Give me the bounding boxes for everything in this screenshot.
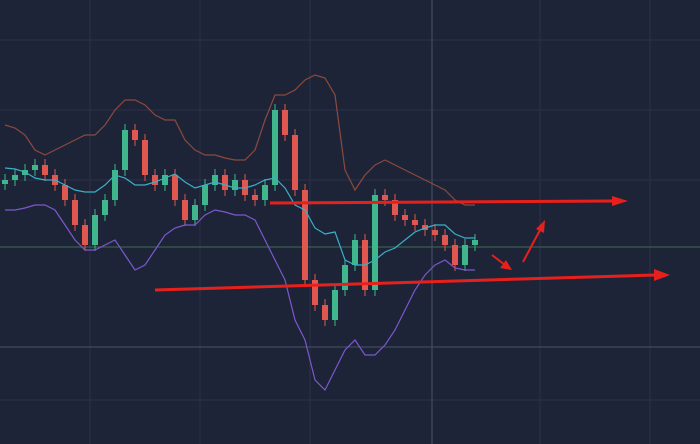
candle-body — [212, 175, 218, 185]
candle-body — [82, 225, 88, 245]
candle-body — [272, 110, 278, 185]
candle-body — [352, 240, 358, 265]
indicator-line — [4, 74, 475, 206]
candle-body — [152, 175, 158, 185]
candle-body — [462, 245, 468, 265]
candle-body — [102, 200, 108, 215]
indicator-line — [5, 204, 475, 392]
candle-body — [392, 200, 398, 215]
candle-body — [142, 140, 148, 175]
candle-body — [262, 185, 268, 200]
candle-body — [2, 180, 8, 184]
candle-body — [162, 175, 168, 185]
candle-body — [432, 230, 438, 235]
candle-body — [112, 170, 118, 200]
candle-body — [192, 205, 198, 220]
candle-body — [302, 190, 308, 280]
candle-body — [332, 290, 338, 320]
candle-body — [92, 215, 98, 245]
candle-body — [32, 165, 38, 170]
candle-body — [72, 200, 78, 225]
candle-body — [322, 305, 328, 320]
candle-body — [372, 195, 378, 290]
candle-body — [132, 130, 138, 140]
candle-body — [412, 220, 418, 225]
candle-body — [222, 175, 228, 190]
candle-body — [472, 240, 478, 245]
candle-body — [312, 280, 318, 305]
candle-body — [172, 175, 178, 200]
candle-body — [292, 135, 298, 190]
candle-body — [282, 110, 288, 135]
candle-body — [42, 165, 48, 175]
candle-body — [182, 200, 188, 220]
candle-body — [122, 130, 128, 170]
candle-body — [382, 195, 388, 200]
candle-body — [62, 185, 68, 200]
candle-body — [232, 180, 238, 190]
candle-body — [252, 195, 258, 200]
candle-body — [452, 245, 458, 265]
annotation-arrows — [154, 196, 670, 292]
candle-body — [12, 175, 18, 180]
plot-area — [2, 74, 478, 392]
indicator-line — [4, 167, 475, 266]
candle-body — [442, 235, 448, 245]
candle-body — [342, 265, 348, 290]
candle-body — [202, 185, 208, 205]
candle-body — [402, 215, 408, 220]
